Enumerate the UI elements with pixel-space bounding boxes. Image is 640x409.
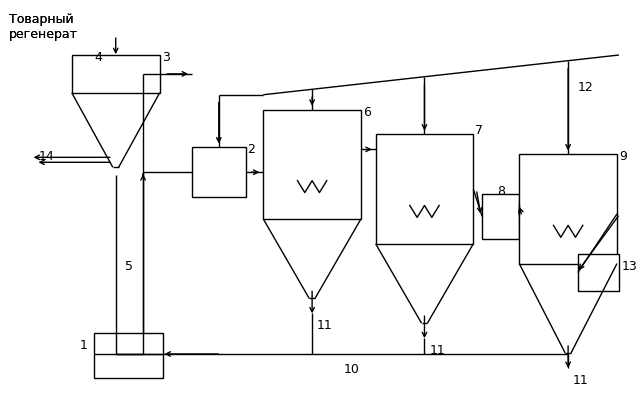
Bar bbox=[578, 254, 619, 292]
Text: 12: 12 bbox=[578, 81, 594, 94]
Bar bbox=[519, 155, 617, 264]
Bar bbox=[94, 333, 163, 378]
Text: 2: 2 bbox=[248, 143, 255, 156]
Text: 3: 3 bbox=[162, 51, 170, 64]
Text: 11: 11 bbox=[429, 343, 445, 356]
Text: 11: 11 bbox=[317, 319, 333, 331]
Bar bbox=[376, 135, 474, 244]
Text: 1: 1 bbox=[79, 338, 88, 351]
Text: 6: 6 bbox=[363, 106, 371, 118]
Text: 8: 8 bbox=[497, 185, 505, 198]
Text: 13: 13 bbox=[622, 259, 637, 272]
Bar bbox=[482, 195, 519, 239]
Text: Товарный
регенерат: Товарный регенерат bbox=[9, 13, 78, 41]
Text: 10: 10 bbox=[344, 362, 359, 375]
Text: 11: 11 bbox=[573, 373, 589, 386]
Text: 5: 5 bbox=[125, 259, 134, 272]
Bar bbox=[72, 56, 159, 94]
Text: 14: 14 bbox=[38, 150, 54, 163]
Bar bbox=[263, 110, 361, 219]
Text: 4: 4 bbox=[94, 51, 102, 64]
Text: 9: 9 bbox=[619, 150, 627, 163]
Bar bbox=[192, 148, 246, 198]
Text: Товарный
регенерат: Товарный регенерат bbox=[9, 13, 78, 41]
Text: 7: 7 bbox=[476, 123, 483, 136]
